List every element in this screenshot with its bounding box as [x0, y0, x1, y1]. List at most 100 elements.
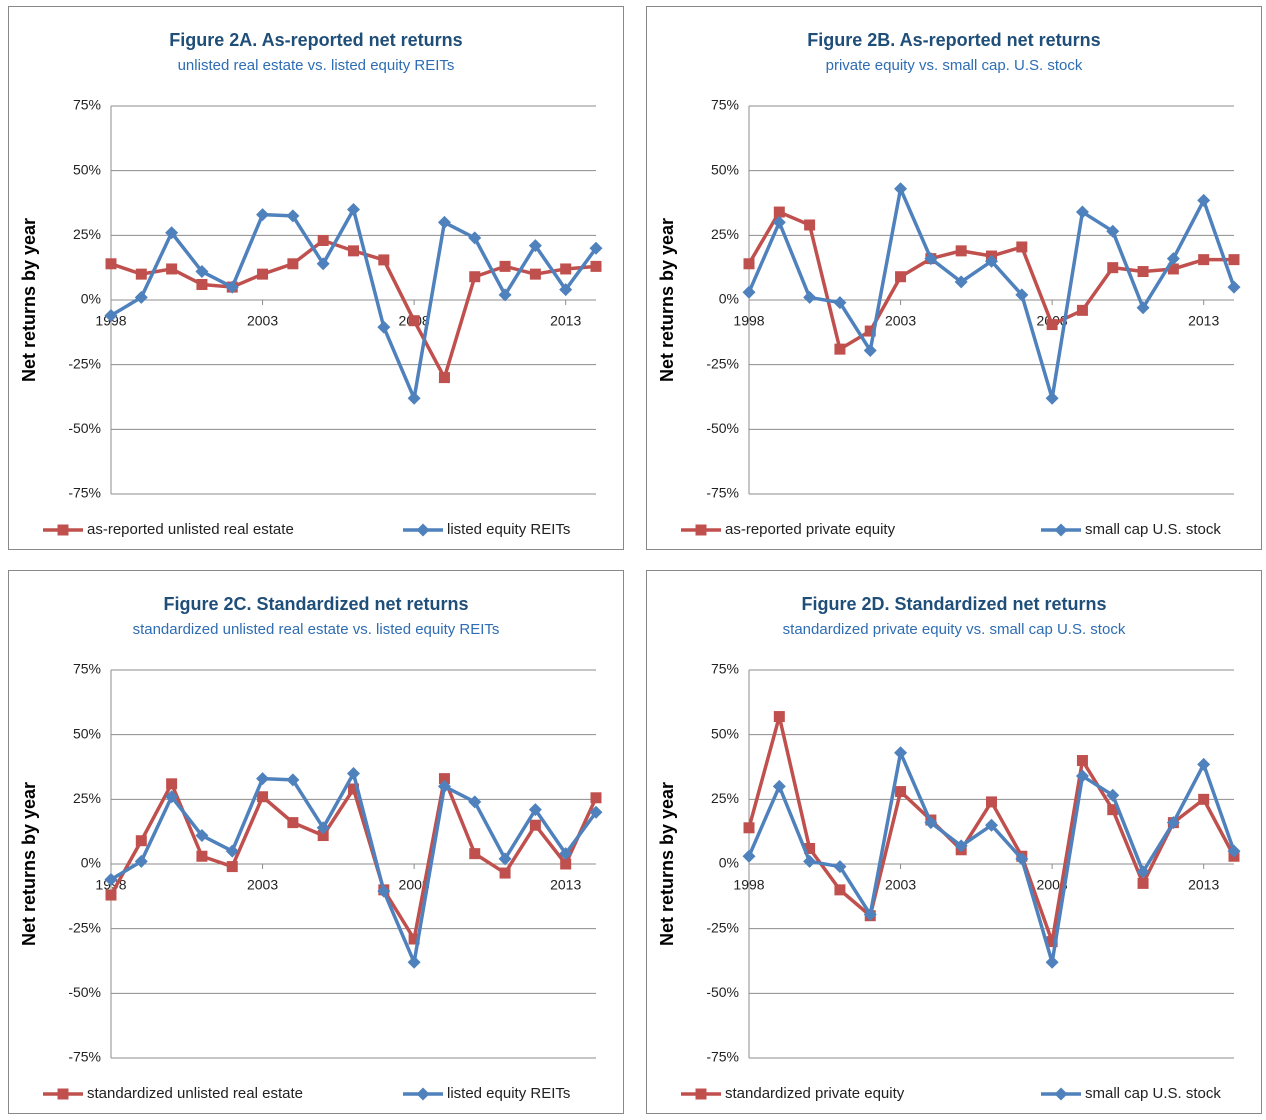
marker: [104, 309, 118, 323]
marker: [834, 884, 846, 896]
y-tick-label: 75%: [711, 97, 739, 113]
x-tick-label: 2013: [1188, 313, 1219, 329]
legend-label: as-reported unlisted real estate: [87, 521, 294, 538]
legend-marker: [416, 1087, 430, 1101]
marker: [955, 245, 967, 257]
marker: [1197, 193, 1211, 207]
marker: [1075, 205, 1089, 219]
marker: [469, 848, 481, 860]
marker: [317, 235, 329, 247]
marker: [1227, 280, 1241, 294]
x-tick-label: 1998: [733, 877, 764, 893]
marker: [1166, 252, 1180, 266]
marker: [1016, 241, 1028, 253]
y-tick-label: -25%: [68, 355, 101, 371]
marker: [195, 829, 209, 843]
panel-frame: [8, 570, 624, 1114]
marker: [317, 830, 329, 842]
marker: [1076, 304, 1088, 316]
chart-panel: Figure 2A. As-reported net returns unlist…: [8, 6, 624, 550]
legend-marker: [1054, 523, 1068, 537]
y-tick-label: -25%: [68, 919, 101, 935]
marker: [1137, 266, 1149, 278]
marker: [287, 817, 299, 829]
marker: [257, 791, 269, 803]
x-tick-label: 2003: [885, 313, 916, 329]
legend-label: standardized unlisted real estate: [87, 1085, 303, 1102]
marker: [985, 254, 998, 268]
legend-marker: [695, 1088, 707, 1100]
chart-subtitle: private equity vs. small cap. U.S. stock: [826, 57, 1083, 74]
legend-label: standardized private equity: [725, 1085, 905, 1102]
marker: [528, 803, 542, 817]
marker: [1198, 793, 1210, 805]
marker: [499, 867, 511, 879]
marker: [1076, 755, 1088, 767]
marker: [378, 254, 390, 266]
marker: [985, 818, 998, 832]
marker: [804, 219, 816, 231]
marker: [134, 854, 148, 868]
marker: [895, 271, 907, 283]
marker: [166, 778, 178, 790]
marker: [166, 263, 178, 275]
marker: [498, 288, 512, 302]
marker: [408, 315, 420, 327]
y-tick-label: 50%: [711, 161, 739, 177]
y-tick-label: 25%: [73, 790, 101, 806]
y-tick-label: 0%: [719, 855, 739, 871]
y-tick-label: -50%: [68, 420, 101, 436]
y-tick-label: 75%: [73, 97, 101, 113]
x-tick-label: 2013: [550, 877, 581, 893]
marker: [1167, 263, 1179, 275]
marker: [529, 819, 541, 831]
chart-panel: Figure 2B. As-reported net returns privat…: [646, 6, 1262, 550]
marker: [287, 258, 299, 270]
marker: [803, 290, 817, 304]
y-tick-label: 50%: [711, 725, 739, 741]
marker: [437, 215, 451, 229]
marker: [1198, 254, 1210, 266]
legend-marker: [57, 1088, 69, 1100]
y-tick-label: 25%: [73, 226, 101, 242]
y-tick-label: -25%: [706, 355, 739, 371]
marker: [196, 850, 208, 862]
chart-title: Figure 2C. Standardized net returns: [163, 594, 468, 614]
chart-subtitle: standardized unlisted real estate vs. li…: [133, 621, 500, 638]
marker: [1197, 757, 1211, 771]
marker: [134, 290, 148, 304]
marker: [316, 257, 330, 271]
marker: [469, 271, 481, 283]
y-tick-label: 25%: [711, 790, 739, 806]
y-tick-label: -50%: [706, 984, 739, 1000]
marker: [104, 873, 118, 887]
legend-marker: [695, 524, 707, 536]
marker: [1166, 816, 1180, 830]
marker: [105, 258, 117, 270]
marker: [742, 849, 756, 863]
marker: [894, 182, 908, 196]
marker: [347, 202, 360, 216]
marker: [742, 285, 756, 299]
x-tick-label: 2003: [247, 313, 278, 329]
marker: [924, 252, 938, 266]
y-tick-label: 50%: [73, 161, 101, 177]
marker: [407, 955, 421, 969]
legend-label: small cap U.S. stock: [1085, 1085, 1221, 1102]
marker: [1107, 804, 1119, 816]
marker: [377, 320, 391, 334]
marker: [772, 215, 786, 229]
marker: [196, 278, 208, 290]
marker: [347, 766, 360, 780]
marker: [924, 816, 938, 830]
marker: [256, 772, 270, 786]
legend-marker: [1054, 1087, 1068, 1101]
marker: [1015, 852, 1029, 866]
marker: [437, 779, 451, 793]
marker: [1136, 301, 1150, 315]
marker: [529, 268, 541, 280]
marker: [833, 296, 847, 310]
marker: [165, 226, 179, 240]
x-tick-label: 1998: [733, 313, 764, 329]
